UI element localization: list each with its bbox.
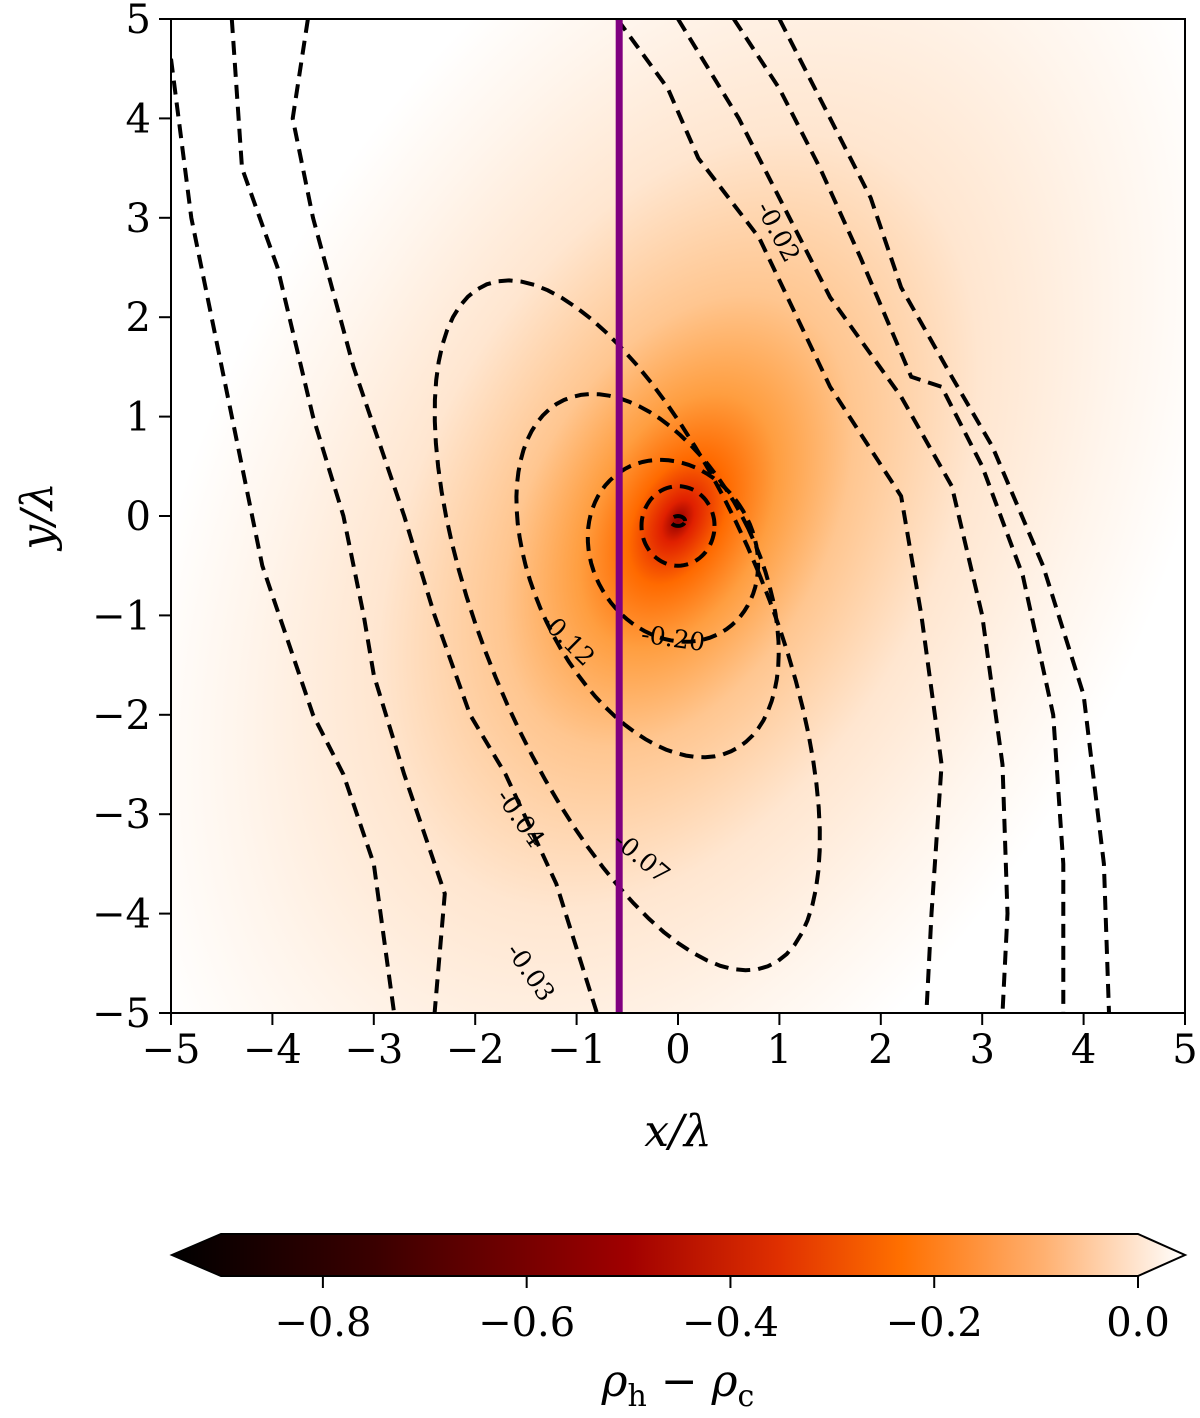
y-tick-label: 1 [126, 395, 151, 441]
y-tick-label: 3 [126, 196, 151, 242]
y-tick-label: 4 [126, 96, 151, 142]
colorbar-label: ρh − ρc [601, 1356, 755, 1414]
x-tick-label: 1 [767, 1027, 792, 1073]
x-tick-label: −2 [446, 1027, 505, 1073]
colorbar-tick-label: −0.4 [682, 1300, 779, 1346]
x-axis-ticks: −5 −4 −3 −2 −1 0 1 2 3 4 5 [142, 1013, 1198, 1073]
y-axis-ticks: 5 4 3 2 1 0 −1 −2 −3 −4 −5 [92, 0, 171, 1037]
x-tick-label: 2 [868, 1027, 893, 1073]
colorbar-tick-label: 0.0 [1106, 1300, 1170, 1346]
y-tick-label: 0 [126, 494, 151, 540]
colorbar-bar [169, 1233, 1188, 1277]
colorbar: −0.8 −0.6 −0.4 −0.2 0.0 ρh − ρc [169, 1233, 1188, 1414]
x-tick-label: 5 [1172, 1027, 1197, 1073]
contour-level-0.02-right [732, 19, 1066, 1013]
x-tick-label: −4 [243, 1027, 302, 1073]
contour-level-0.03-right [676, 19, 1010, 1013]
contour-level-0.20 [585, 457, 761, 644]
x-tick-label: −3 [344, 1027, 403, 1073]
x-tick-label: −5 [142, 1027, 201, 1073]
x-tick-label: 4 [1071, 1027, 1096, 1073]
x-axis-label: x/λ [644, 1106, 712, 1157]
contour-core [668, 513, 688, 528]
x-tick-label: 3 [969, 1027, 994, 1073]
contour-lines [171, 19, 1111, 1013]
contour-level-0.02-left [171, 58, 397, 1013]
y-tick-label: −3 [92, 792, 151, 838]
colorbar-ticks: −0.8 −0.6 −0.4 −0.2 0.0 [274, 1276, 1170, 1346]
y-tick-label: −1 [92, 593, 151, 639]
x-tick-label: −1 [547, 1027, 606, 1073]
contour-level-0.07 [432, 278, 822, 973]
y-tick-label: −2 [92, 693, 151, 739]
contour-level-0.04-right [615, 19, 944, 1013]
contour-level-0.03 [229, 19, 447, 1013]
y-tick-label: 2 [126, 295, 151, 341]
contour-inner [639, 484, 717, 568]
y-tick-label: −5 [92, 991, 151, 1037]
y-tick-label: −4 [92, 892, 151, 938]
y-axis-label: y/λ [12, 482, 63, 552]
colorbar-tick-label: −0.2 [886, 1300, 983, 1346]
colorbar-tick-label: −0.6 [478, 1300, 575, 1346]
x-tick-label: 0 [665, 1027, 690, 1073]
y-tick-label: 5 [126, 0, 151, 43]
contour-level-0.12 [514, 391, 781, 760]
colorbar-tick-label: −0.8 [274, 1300, 371, 1346]
contour-level-0.01-right [777, 19, 1111, 1013]
